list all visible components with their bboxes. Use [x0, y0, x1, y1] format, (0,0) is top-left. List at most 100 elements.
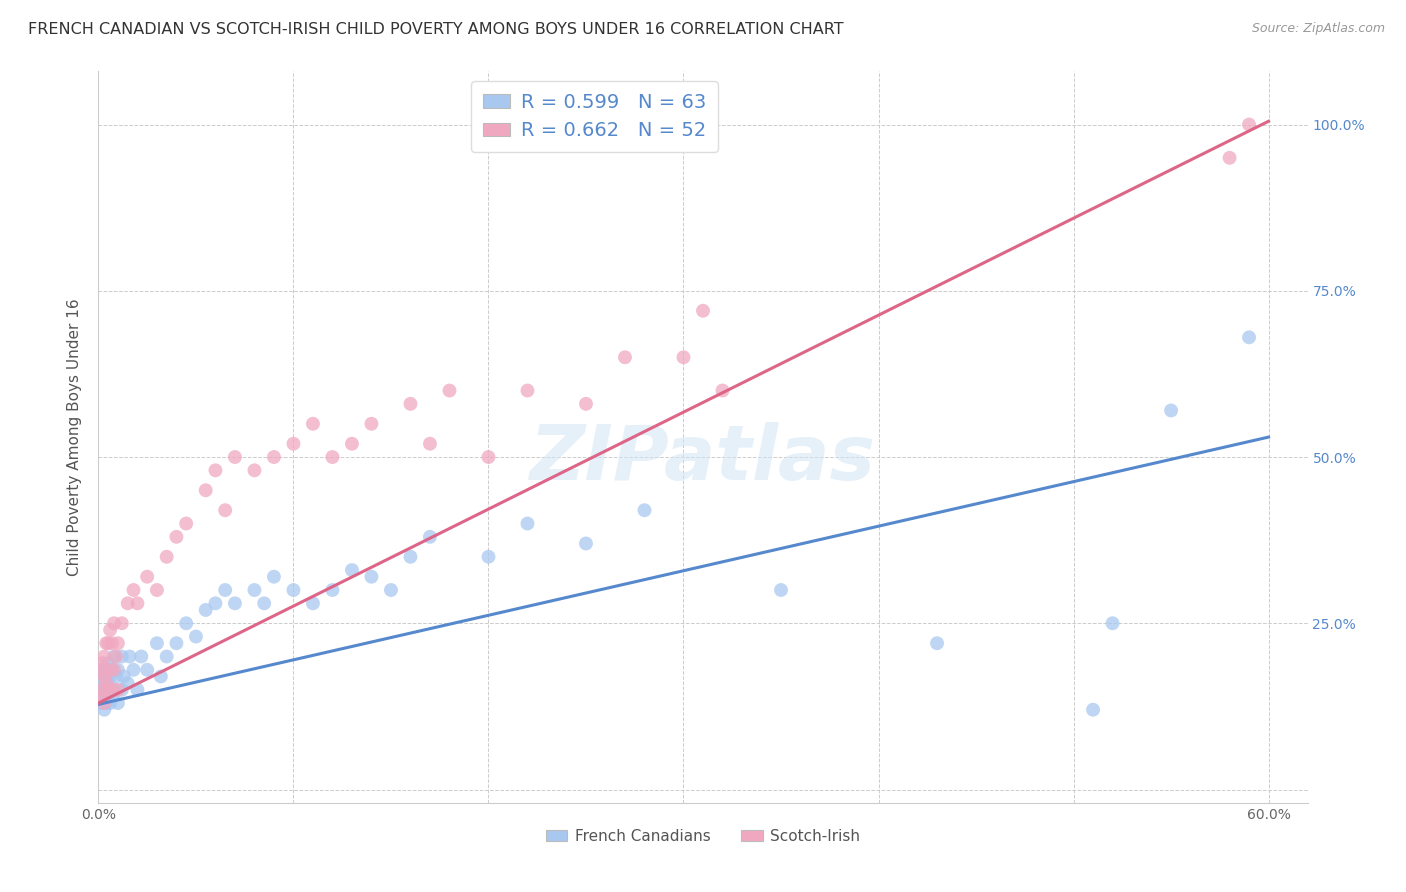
- Point: [89, 663, 111, 677]
- Text: Source: ZipAtlas.com: Source: ZipAtlas.com: [1251, 22, 1385, 36]
- Point: [93, 696, 115, 710]
- Point: [97, 656, 120, 670]
- Point: [117, 596, 139, 610]
- Point: [692, 303, 714, 318]
- Point: [156, 649, 179, 664]
- Point: [127, 596, 149, 610]
- Point: [91, 690, 114, 704]
- Point: [516, 516, 538, 531]
- Point: [136, 570, 159, 584]
- Point: [399, 549, 422, 564]
- Point: [149, 669, 172, 683]
- Point: [302, 596, 325, 610]
- Point: [439, 384, 461, 398]
- Point: [243, 463, 266, 477]
- Point: [1237, 330, 1260, 344]
- Point: [98, 696, 121, 710]
- Point: [97, 636, 120, 650]
- Point: [111, 682, 134, 697]
- Point: [96, 636, 118, 650]
- Point: [204, 596, 226, 610]
- Point: [101, 690, 124, 704]
- Y-axis label: Child Poverty Among Boys Under 16: Child Poverty Among Boys Under 16: [67, 298, 83, 576]
- Point: [107, 636, 129, 650]
- Point: [93, 669, 115, 683]
- Point: [477, 549, 499, 564]
- Point: [89, 682, 111, 697]
- Point: [243, 582, 266, 597]
- Point: [104, 669, 127, 683]
- Point: [96, 676, 118, 690]
- Point: [224, 450, 246, 464]
- Point: [1160, 403, 1182, 417]
- Point: [89, 696, 111, 710]
- Point: [91, 663, 114, 677]
- Point: [174, 616, 197, 631]
- Point: [263, 450, 285, 464]
- Point: [96, 696, 118, 710]
- Point: [399, 397, 422, 411]
- Point: [101, 636, 124, 650]
- Point: [1237, 118, 1260, 132]
- Point: [575, 536, 598, 550]
- Point: [97, 676, 120, 690]
- Point: [174, 516, 197, 531]
- Point: [117, 676, 139, 690]
- Point: [98, 663, 121, 677]
- Point: [1101, 616, 1123, 631]
- Point: [91, 682, 114, 697]
- Point: [91, 656, 114, 670]
- Point: [96, 682, 118, 697]
- Point: [214, 582, 236, 597]
- Point: [925, 636, 948, 650]
- Point: [91, 676, 114, 690]
- Point: [633, 503, 655, 517]
- Point: [103, 649, 125, 664]
- Point: [101, 663, 124, 677]
- Point: [283, 436, 305, 450]
- Point: [107, 682, 129, 697]
- Point: [136, 663, 159, 677]
- Point: [146, 582, 169, 597]
- Point: [89, 690, 111, 704]
- Point: [103, 682, 125, 697]
- Point: [419, 436, 441, 450]
- Point: [204, 463, 226, 477]
- Point: [1081, 703, 1104, 717]
- Point: [122, 582, 145, 597]
- Point: [97, 682, 120, 697]
- Point: [101, 682, 124, 697]
- Point: [93, 703, 115, 717]
- Point: [283, 582, 305, 597]
- Point: [302, 417, 325, 431]
- Point: [131, 649, 153, 664]
- Point: [111, 649, 134, 664]
- Point: [360, 570, 382, 584]
- Point: [107, 663, 129, 677]
- Point: [419, 530, 441, 544]
- Point: [194, 483, 217, 498]
- Point: [165, 636, 187, 650]
- Point: [97, 690, 120, 704]
- Point: [1219, 151, 1241, 165]
- Text: ZIPatlas: ZIPatlas: [530, 422, 876, 496]
- Point: [224, 596, 246, 610]
- Point: [96, 663, 118, 677]
- Point: [614, 351, 637, 365]
- Point: [111, 616, 134, 631]
- Point: [127, 682, 149, 697]
- Point: [107, 696, 129, 710]
- Point: [146, 636, 169, 650]
- Point: [93, 669, 115, 683]
- Point: [112, 669, 135, 683]
- Point: [516, 384, 538, 398]
- Point: [340, 436, 363, 450]
- Point: [380, 582, 402, 597]
- Point: [769, 582, 792, 597]
- Point: [321, 450, 343, 464]
- Point: [321, 582, 343, 597]
- Point: [672, 351, 695, 365]
- Point: [93, 649, 115, 664]
- Point: [93, 682, 115, 697]
- Point: [156, 549, 179, 564]
